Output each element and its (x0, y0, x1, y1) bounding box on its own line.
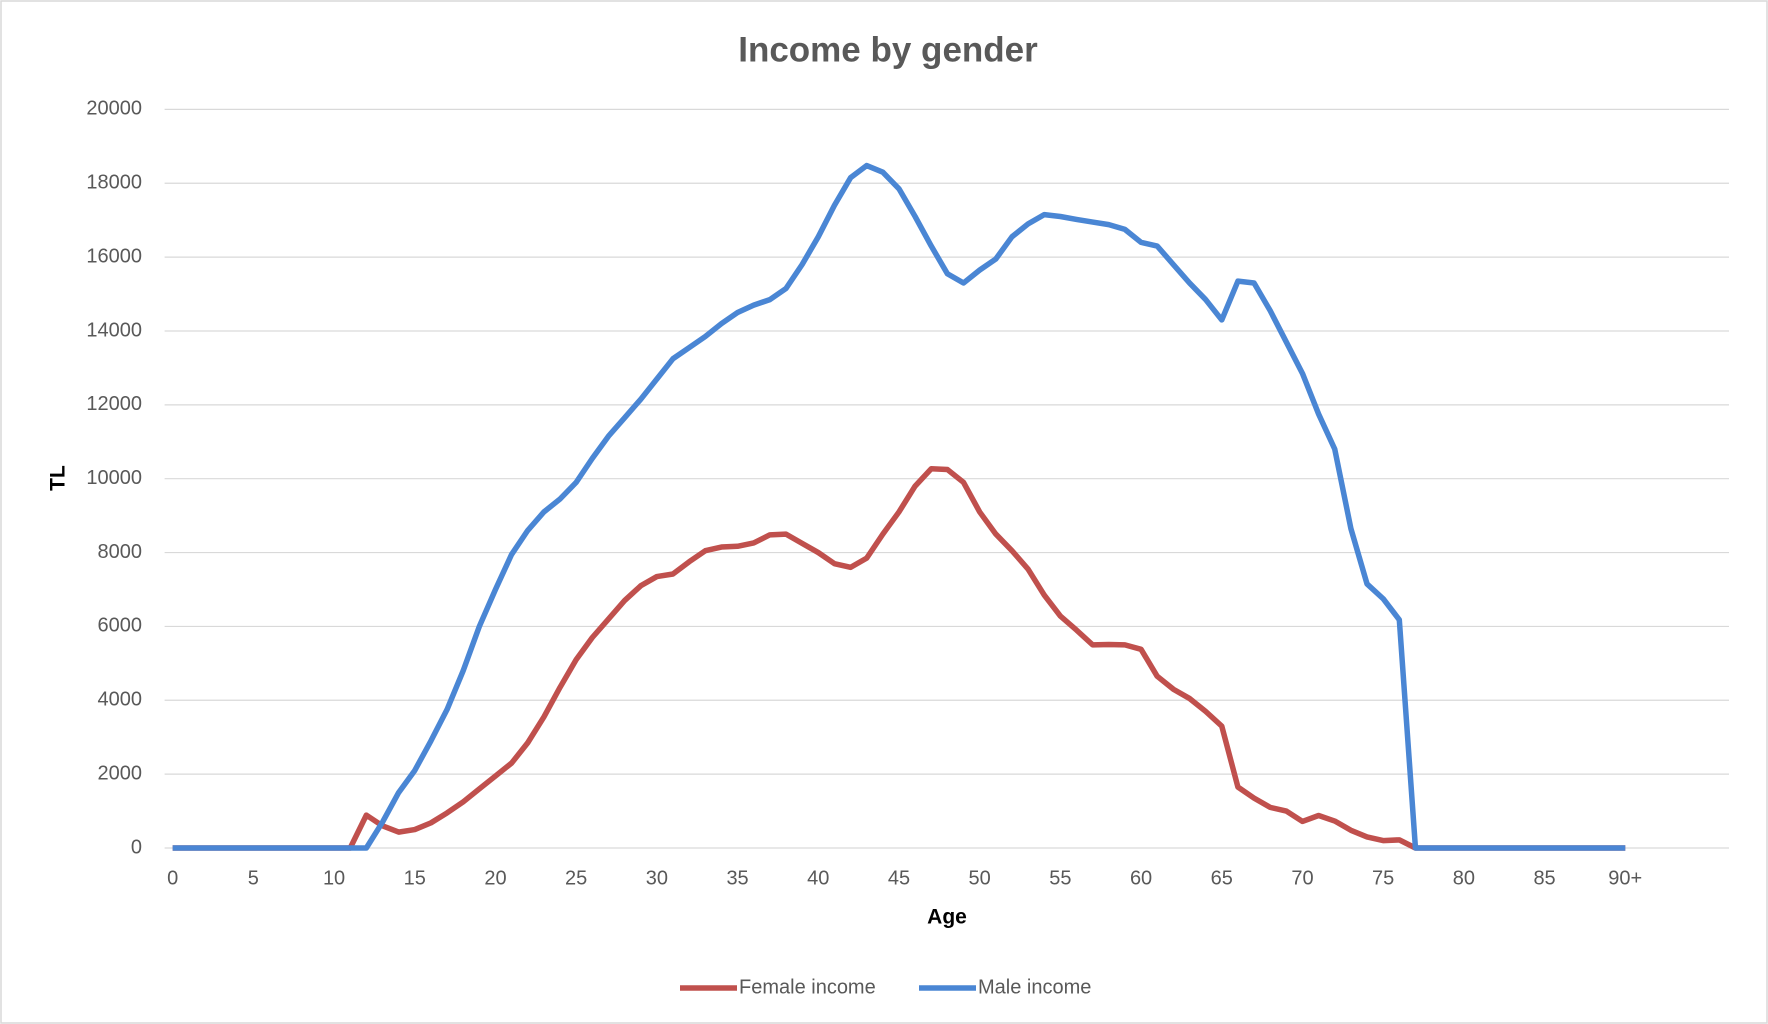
x-tick-label: 80 (1453, 867, 1475, 889)
y-tick-label: 4000 (98, 689, 143, 711)
y-axis-title: TL (47, 465, 70, 491)
line-series (172, 465, 1626, 851)
x-tick-label: 90+ (1608, 867, 1642, 889)
x-tick-label: 30 (646, 867, 668, 889)
x-tick-label: 75 (1372, 867, 1394, 889)
x-tick-label: 5 (248, 867, 259, 889)
y-tick-label: 0 (131, 836, 142, 858)
x-tick-label: 10 (323, 867, 345, 889)
x-tick-label: 35 (726, 867, 748, 889)
x-tick-label: 15 (404, 867, 426, 889)
x-tick-label: 70 (1291, 867, 1313, 889)
y-tick-label: 2000 (98, 762, 143, 784)
x-tick-label: 65 (1211, 867, 1233, 889)
y-tick-label: 20000 (86, 98, 142, 120)
y-tick-label: 12000 (86, 393, 142, 415)
x-tick-label: 85 (1533, 867, 1555, 889)
y-tick-label: 10000 (86, 467, 142, 489)
line-series (172, 162, 1626, 851)
y-tick-label: 14000 (86, 319, 142, 341)
x-tick-label: 45 (888, 867, 910, 889)
x-axis-title: Age (927, 906, 967, 929)
x-tick-label: 20 (484, 867, 506, 889)
x-tick-label: 50 (969, 867, 991, 889)
legend-label: Female income (739, 976, 876, 998)
y-tick-label: 16000 (86, 245, 142, 267)
y-tick-label: 8000 (98, 541, 143, 563)
x-tick-label: 60 (1130, 867, 1152, 889)
chart-title: Income by gender (738, 30, 1038, 69)
legend-label: Male income (978, 976, 1091, 998)
y-tick-label: 18000 (86, 172, 142, 194)
x-tick-label: 55 (1049, 867, 1071, 889)
x-tick-label: 40 (807, 867, 829, 889)
y-tick-label: 6000 (98, 615, 143, 637)
x-tick-label: 0 (167, 867, 178, 889)
x-tick-label: 25 (565, 867, 587, 889)
